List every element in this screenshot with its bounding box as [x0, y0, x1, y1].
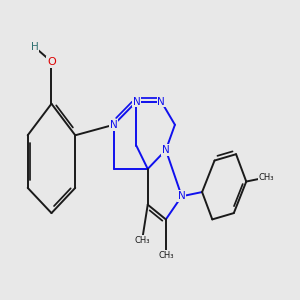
Text: N: N [162, 145, 170, 155]
Text: CH₃: CH₃ [259, 173, 274, 182]
Text: CH₃: CH₃ [158, 251, 174, 260]
Text: O: O [47, 57, 56, 67]
Text: N: N [178, 191, 186, 201]
Text: N: N [110, 120, 118, 130]
Text: N: N [158, 97, 165, 106]
Text: N: N [133, 97, 140, 106]
Text: CH₃: CH₃ [134, 236, 150, 245]
Text: H: H [31, 42, 38, 52]
